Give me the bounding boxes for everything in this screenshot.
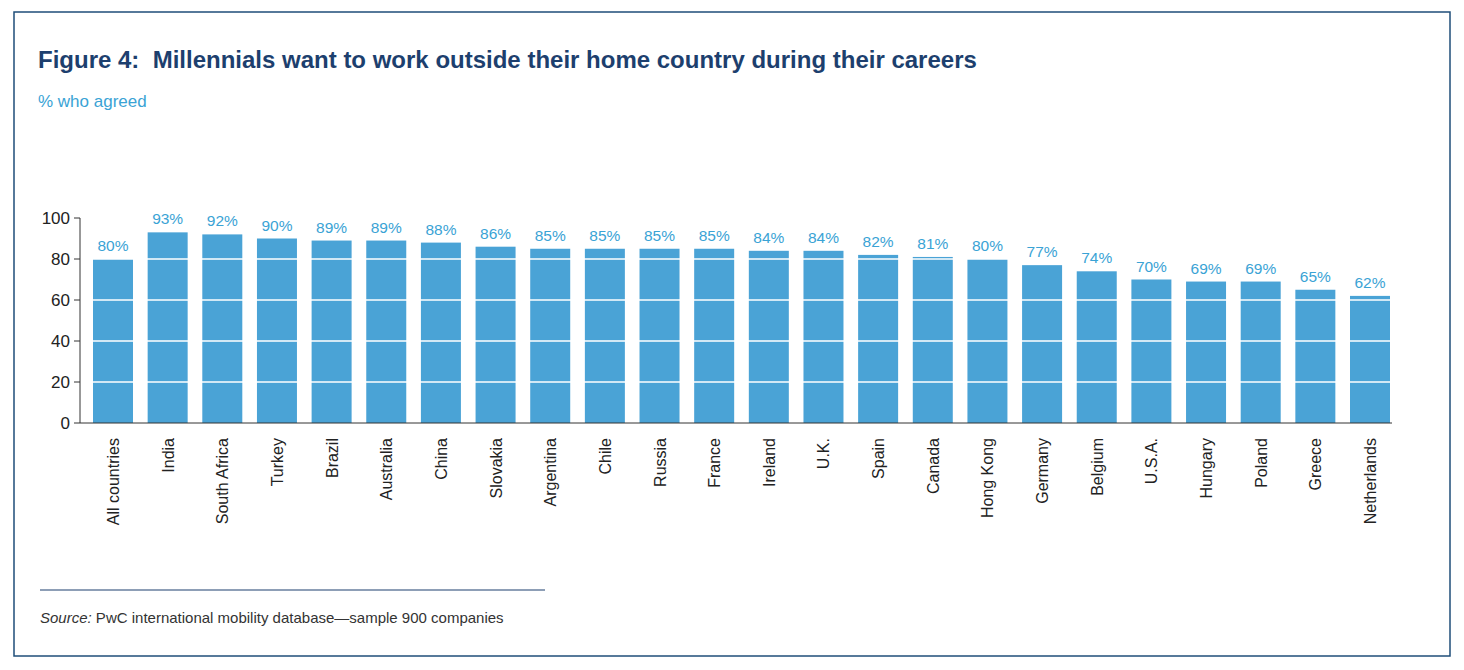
category-label: Canada [925, 438, 942, 494]
bar [202, 234, 242, 423]
bars [93, 232, 1390, 423]
data-label: 89% [316, 219, 347, 236]
data-label: 89% [371, 219, 402, 236]
category-label: Belgium [1089, 438, 1106, 496]
grid [80, 218, 1392, 382]
source: Source: PwC international mobility datab… [40, 609, 504, 626]
category-label: Netherlands [1362, 438, 1379, 524]
data-label: 69% [1191, 260, 1222, 277]
y-tick [74, 341, 80, 342]
category-label: South Africa [214, 438, 231, 524]
category-label: Turkey [269, 438, 286, 486]
data-label: 80% [972, 237, 1003, 254]
category-label: Slovakia [488, 438, 505, 499]
data-label: 80% [97, 237, 128, 254]
bar [694, 249, 734, 423]
bar [1350, 296, 1390, 423]
data-label: 90% [261, 217, 292, 234]
category-label: Greece [1307, 438, 1324, 491]
y-axis [80, 218, 81, 423]
data-label: 85% [699, 227, 730, 244]
y-tick [74, 259, 80, 260]
data-label: 85% [589, 227, 620, 244]
category-label: Poland [1253, 438, 1270, 488]
grid-line [80, 340, 1392, 342]
y-tick [74, 382, 80, 383]
category-label: Hungary [1198, 438, 1215, 498]
bar [803, 251, 843, 423]
grid-line [80, 299, 1392, 301]
bar [366, 241, 406, 423]
bar [1022, 265, 1062, 423]
bar [530, 249, 570, 423]
x-axis [80, 423, 1392, 424]
data-label: 62% [1354, 274, 1385, 291]
data-label: 84% [808, 229, 839, 246]
category-label: France [706, 438, 723, 488]
y-tick-label: 100 [42, 209, 70, 228]
data-label: 77% [1027, 243, 1058, 260]
data-label: 65% [1300, 268, 1331, 285]
bar [913, 257, 953, 423]
data-label: 92% [207, 212, 238, 229]
bar [312, 241, 352, 423]
data-label: 85% [535, 227, 566, 244]
data-label: 88% [425, 221, 456, 238]
bar [640, 249, 680, 423]
bar [1186, 282, 1226, 423]
data-label: 70% [1136, 258, 1167, 275]
y-tick [74, 300, 80, 301]
category-label: Ireland [761, 438, 778, 487]
category-label: Hong Kong [979, 438, 996, 518]
chart: Figure 4: Millennials want to work outsi… [0, 0, 1464, 670]
category-label: Russia [652, 438, 669, 487]
data-label: 84% [753, 229, 784, 246]
category-label: Chile [597, 438, 614, 475]
root: Figure 4: Millennials want to work outsi… [0, 0, 1464, 670]
category-label: Argentina [542, 438, 559, 507]
category-label: Australia [378, 438, 395, 500]
data-label: 81% [917, 235, 948, 252]
category-label: Germany [1034, 438, 1051, 504]
bar [1241, 282, 1281, 423]
data-label: 93% [152, 210, 183, 227]
source-rule [40, 589, 545, 590]
y-tick-label: 40 [51, 332, 70, 351]
bar [1295, 290, 1335, 423]
frame [14, 12, 1450, 656]
bar [749, 251, 789, 423]
category-label: Spain [870, 438, 887, 479]
y-tick-label: 60 [51, 291, 70, 310]
grid-line [80, 381, 1392, 383]
y-tick-label: 20 [51, 373, 70, 392]
bar [858, 255, 898, 423]
category-label: All countries [105, 438, 122, 525]
bar [257, 239, 297, 424]
bar [1131, 280, 1171, 424]
y-tick [74, 423, 80, 424]
category-label: China [433, 438, 450, 480]
bar [476, 247, 516, 423]
subtitle: % who agreed [38, 92, 147, 111]
bar [148, 232, 188, 423]
data-label: 69% [1245, 260, 1276, 277]
bar [585, 249, 625, 423]
category-label: U.K. [815, 438, 832, 469]
y-tick [74, 218, 80, 219]
category-label: India [160, 438, 177, 473]
bar [1077, 271, 1117, 423]
data-label: 86% [480, 225, 511, 242]
y-tick-label: 0 [61, 414, 70, 433]
bar [421, 243, 461, 423]
data-label: 85% [644, 227, 675, 244]
y-tick-label: 80 [51, 250, 70, 269]
category-label: Brazil [324, 438, 341, 478]
category-label: U.S.A. [1143, 438, 1160, 484]
data-label: 74% [1081, 249, 1112, 266]
title: Figure 4: Millennials want to work outsi… [38, 46, 977, 73]
data-label: 82% [863, 233, 894, 250]
